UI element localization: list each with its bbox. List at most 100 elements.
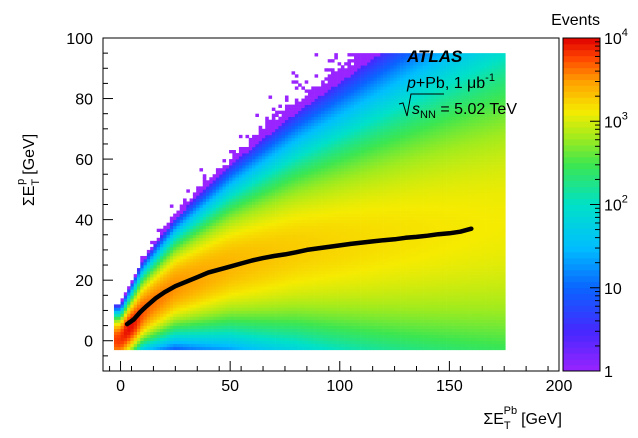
heatmap-cell <box>334 198 338 202</box>
heatmap-cell <box>317 150 322 154</box>
heatmap-cell <box>291 71 296 75</box>
heatmap-cell <box>212 225 217 230</box>
heatmap-cell <box>153 313 158 317</box>
heatmap-cell <box>268 298 273 302</box>
heatmap-cell <box>258 325 263 329</box>
heatmap-cell <box>150 334 154 338</box>
heatmap-cell <box>327 119 332 124</box>
heatmap-cell <box>261 192 266 196</box>
heatmap-cell <box>321 92 325 96</box>
heatmap-cell <box>284 322 289 326</box>
heatmap-cell <box>360 80 365 84</box>
heatmap-cell <box>363 137 368 142</box>
heatmap-cell <box>307 165 312 169</box>
heatmap-cell <box>281 119 286 124</box>
heatmap-cell <box>127 346 131 351</box>
heatmap-cell <box>291 207 296 211</box>
heatmap-cell <box>160 262 164 266</box>
heatmap-cell <box>183 289 187 293</box>
heatmap-cell <box>288 237 292 242</box>
heatmap-cell <box>284 310 289 314</box>
heatmap-cell <box>229 243 233 248</box>
heatmap-cell <box>334 228 338 233</box>
heatmap-cell <box>288 192 292 196</box>
heatmap-cell <box>327 222 332 226</box>
heatmap-cell <box>314 222 319 226</box>
heatmap-cell <box>268 328 273 332</box>
heatmap-cell <box>212 343 217 348</box>
heatmap-cell <box>150 304 154 308</box>
heatmap-cell <box>331 80 335 84</box>
heatmap-cell <box>311 252 315 257</box>
heatmap-cell <box>268 137 273 142</box>
heatmap-cell <box>334 237 338 242</box>
heatmap-cell <box>331 225 335 230</box>
heatmap-cell <box>248 319 253 323</box>
heatmap-cell <box>357 95 361 99</box>
heatmap-cell <box>166 246 171 251</box>
heatmap-cell <box>298 213 302 217</box>
heatmap-cell <box>173 274 177 278</box>
heatmap-cell <box>298 252 302 257</box>
heatmap-cell <box>363 77 368 81</box>
heatmap-cell <box>317 156 322 160</box>
heatmap-cell <box>307 210 312 214</box>
heatmap-cell <box>176 322 181 326</box>
heatmap-cell <box>268 210 273 214</box>
heatmap-cell <box>268 274 273 278</box>
heatmap-cell <box>136 274 141 278</box>
heatmap-cell <box>301 159 305 163</box>
heatmap-cell <box>350 210 355 214</box>
heatmap-cell <box>317 137 322 142</box>
heatmap-cell <box>334 165 338 169</box>
heatmap-cell <box>314 186 319 190</box>
heatmap-cell <box>340 119 345 124</box>
heatmap-cell <box>268 240 273 245</box>
heatmap-cell <box>281 113 286 118</box>
heatmap-cell <box>275 213 279 217</box>
heatmap-cell <box>324 289 329 293</box>
heatmap-cell <box>278 219 282 223</box>
heatmap-cell <box>288 104 292 108</box>
heatmap-cell <box>265 153 269 157</box>
heatmap-cell <box>281 319 286 323</box>
heatmap-cell <box>229 180 233 184</box>
heatmap-cell <box>238 195 243 199</box>
heatmap-cell <box>196 219 200 223</box>
heatmap-cell <box>199 198 204 202</box>
heatmap-cell <box>206 289 210 293</box>
heatmap-cell <box>189 228 194 233</box>
heatmap-cell <box>222 286 227 290</box>
heatmap-cell <box>258 301 263 305</box>
heatmap-cell <box>367 340 371 345</box>
heatmap-cell <box>127 307 131 311</box>
heatmap-cell <box>324 83 329 87</box>
heatmap-cell <box>340 83 345 87</box>
heatmap-cell <box>143 286 148 290</box>
heatmap-cell <box>179 219 184 223</box>
heatmap-cell <box>360 255 365 260</box>
heatmap-cell <box>327 113 332 118</box>
heatmap-cell <box>186 328 190 332</box>
heatmap-cell <box>238 258 243 263</box>
heatmap-cell <box>268 180 273 184</box>
heatmap-cell <box>245 198 250 202</box>
heatmap-cell <box>248 219 253 223</box>
heatmap-cell <box>301 192 305 196</box>
heatmap-cell <box>140 319 144 323</box>
heatmap-cell <box>307 283 312 287</box>
heatmap-cell <box>357 125 361 130</box>
heatmap-cell <box>347 53 352 57</box>
heatmap-cell <box>120 322 125 326</box>
heatmap-cell <box>324 313 329 317</box>
heatmap-cell <box>311 313 315 317</box>
heatmap-cell <box>169 280 174 284</box>
heatmap-cell <box>271 225 276 230</box>
heatmap-cell <box>311 262 315 266</box>
heatmap-cell <box>317 125 322 130</box>
heatmap-cell <box>337 228 342 233</box>
heatmap-cell <box>337 104 342 108</box>
heatmap-cell <box>271 243 276 248</box>
heatmap-cell <box>331 237 335 242</box>
heatmap-cell <box>327 180 332 184</box>
